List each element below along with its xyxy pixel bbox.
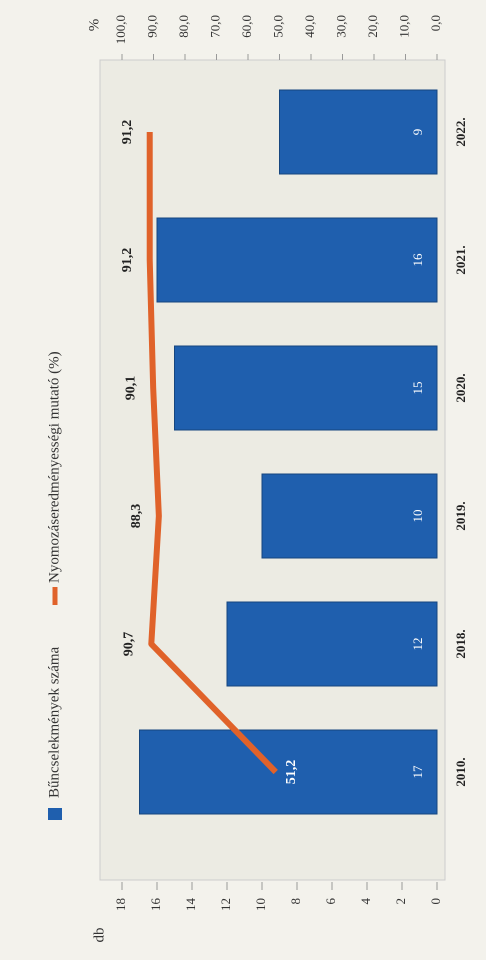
x-tick-label: 2019. <box>453 501 468 530</box>
bar <box>156 217 438 303</box>
y2-tick-label: 100,0 <box>113 15 128 44</box>
legend-swatch <box>48 808 62 820</box>
y-axis-title: db <box>91 928 107 943</box>
y-tick-label: 10 <box>253 898 268 911</box>
bar <box>261 473 438 559</box>
y2-tick-label: 30,0 <box>333 15 348 38</box>
y2-tick-label: 60,0 <box>239 15 254 38</box>
bar-label: 12 <box>410 638 425 651</box>
y-tick-label: 2 <box>393 898 408 905</box>
y2-tick-label: 90,0 <box>144 15 159 38</box>
bar <box>174 345 438 431</box>
x-tick-label: 2022. <box>453 117 468 146</box>
y2-tick-label: 80,0 <box>176 15 191 38</box>
line <box>146 132 278 775</box>
bar <box>279 89 438 175</box>
bar-label: 10 <box>410 510 425 523</box>
bar <box>226 601 438 687</box>
y-tick-label: 18 <box>113 898 128 911</box>
line-label: 90,1 <box>123 376 138 401</box>
line-label: 91,2 <box>120 248 135 273</box>
y-tick-label: 0 <box>428 898 443 905</box>
bar-label: 16 <box>410 253 425 267</box>
y-tick-label: 6 <box>323 898 338 905</box>
y-tick-label: 4 <box>358 898 373 905</box>
line-label: 90,7 <box>122 632 137 657</box>
y-tick-label: 8 <box>288 898 303 905</box>
line-label: 88,3 <box>129 504 144 529</box>
legend-label: Bűncselekmények száma <box>46 646 62 798</box>
rotated-chart: db % 0 2 4 6 8 10 12 14 16 18 0,0 10,0 20,0 30,0 40,0 5… <box>46 15 468 943</box>
bar-label: 17 <box>410 765 425 779</box>
y-tick-label: 14 <box>183 898 198 912</box>
x-tick-label: 2010. <box>453 757 468 786</box>
bar-label: 15 <box>410 382 425 395</box>
line-label: 51,2 <box>284 760 299 785</box>
y2-axis-title: % <box>86 19 102 32</box>
line-label: 91,2 <box>120 120 135 145</box>
x-tick-label: 2020. <box>453 373 468 402</box>
x-tick-label: 2018. <box>453 629 468 658</box>
bar-label: 9 <box>410 129 425 136</box>
y2-tick-label: 70,0 <box>207 15 222 38</box>
x-tick-label: 2021. <box>453 245 468 274</box>
y2-tick-label: 10,0 <box>396 15 411 38</box>
bar <box>139 729 438 815</box>
y2-tick-label: 20,0 <box>365 15 380 38</box>
y2-tick-label: 50,0 <box>270 15 285 38</box>
y2-tick-label: 40,0 <box>302 15 317 38</box>
y-tick-label: 16 <box>148 898 163 912</box>
legend-label: Nyomozáseredményességi mutató (%) <box>46 351 62 583</box>
y-tick-label: 12 <box>218 898 233 911</box>
y2-tick-label: 0,0 <box>428 15 443 31</box>
